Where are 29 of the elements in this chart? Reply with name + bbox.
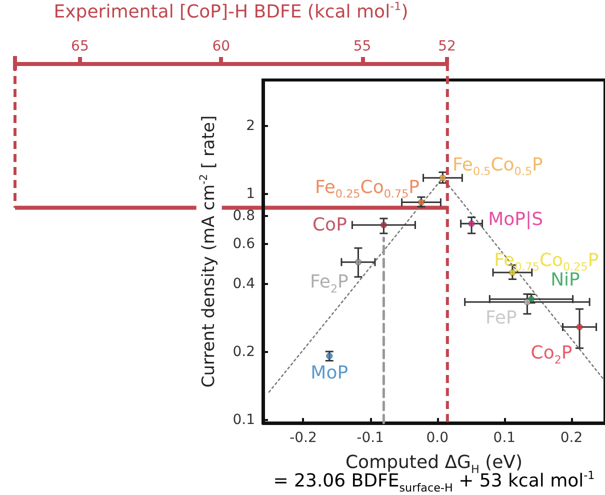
x2-tick-label: 55 xyxy=(353,38,372,54)
point xyxy=(380,222,387,228)
series-label: NiP xyxy=(550,270,580,291)
x-tick-label: 0.1 xyxy=(493,430,516,446)
x2-tick-label: 52 xyxy=(438,38,456,54)
y-tick-label: 2 xyxy=(246,118,255,134)
x-tick-label: -0.1 xyxy=(356,430,384,446)
point xyxy=(439,174,446,182)
point xyxy=(468,220,475,227)
point xyxy=(509,269,516,276)
point xyxy=(354,258,362,266)
y-tick-label: 0.8 xyxy=(232,208,255,224)
series-label: CoP xyxy=(312,214,348,236)
x-tick-label: -0.2 xyxy=(290,430,317,446)
point xyxy=(418,199,425,206)
x-tick-label: 0.2 xyxy=(560,430,583,446)
y-tick-label: 1 xyxy=(246,186,255,202)
series-label: MoP xyxy=(310,362,348,384)
x2-tick-label: 65 xyxy=(71,38,89,54)
y-tick-label: 0.6 xyxy=(232,236,256,252)
y-tick-label: 0.2 xyxy=(232,344,255,360)
point xyxy=(524,298,530,306)
series-label: MoP|S xyxy=(488,209,543,230)
y-axis-title: Current density (mA cm-2 [ rate] xyxy=(198,115,220,388)
x-tick-label: 0.0 xyxy=(426,430,448,446)
y-tick-label: 0.1 xyxy=(232,412,255,428)
x2-tick-label: 60 xyxy=(212,38,230,54)
point xyxy=(576,324,583,330)
y-tick-label: 0.4 xyxy=(232,276,256,292)
